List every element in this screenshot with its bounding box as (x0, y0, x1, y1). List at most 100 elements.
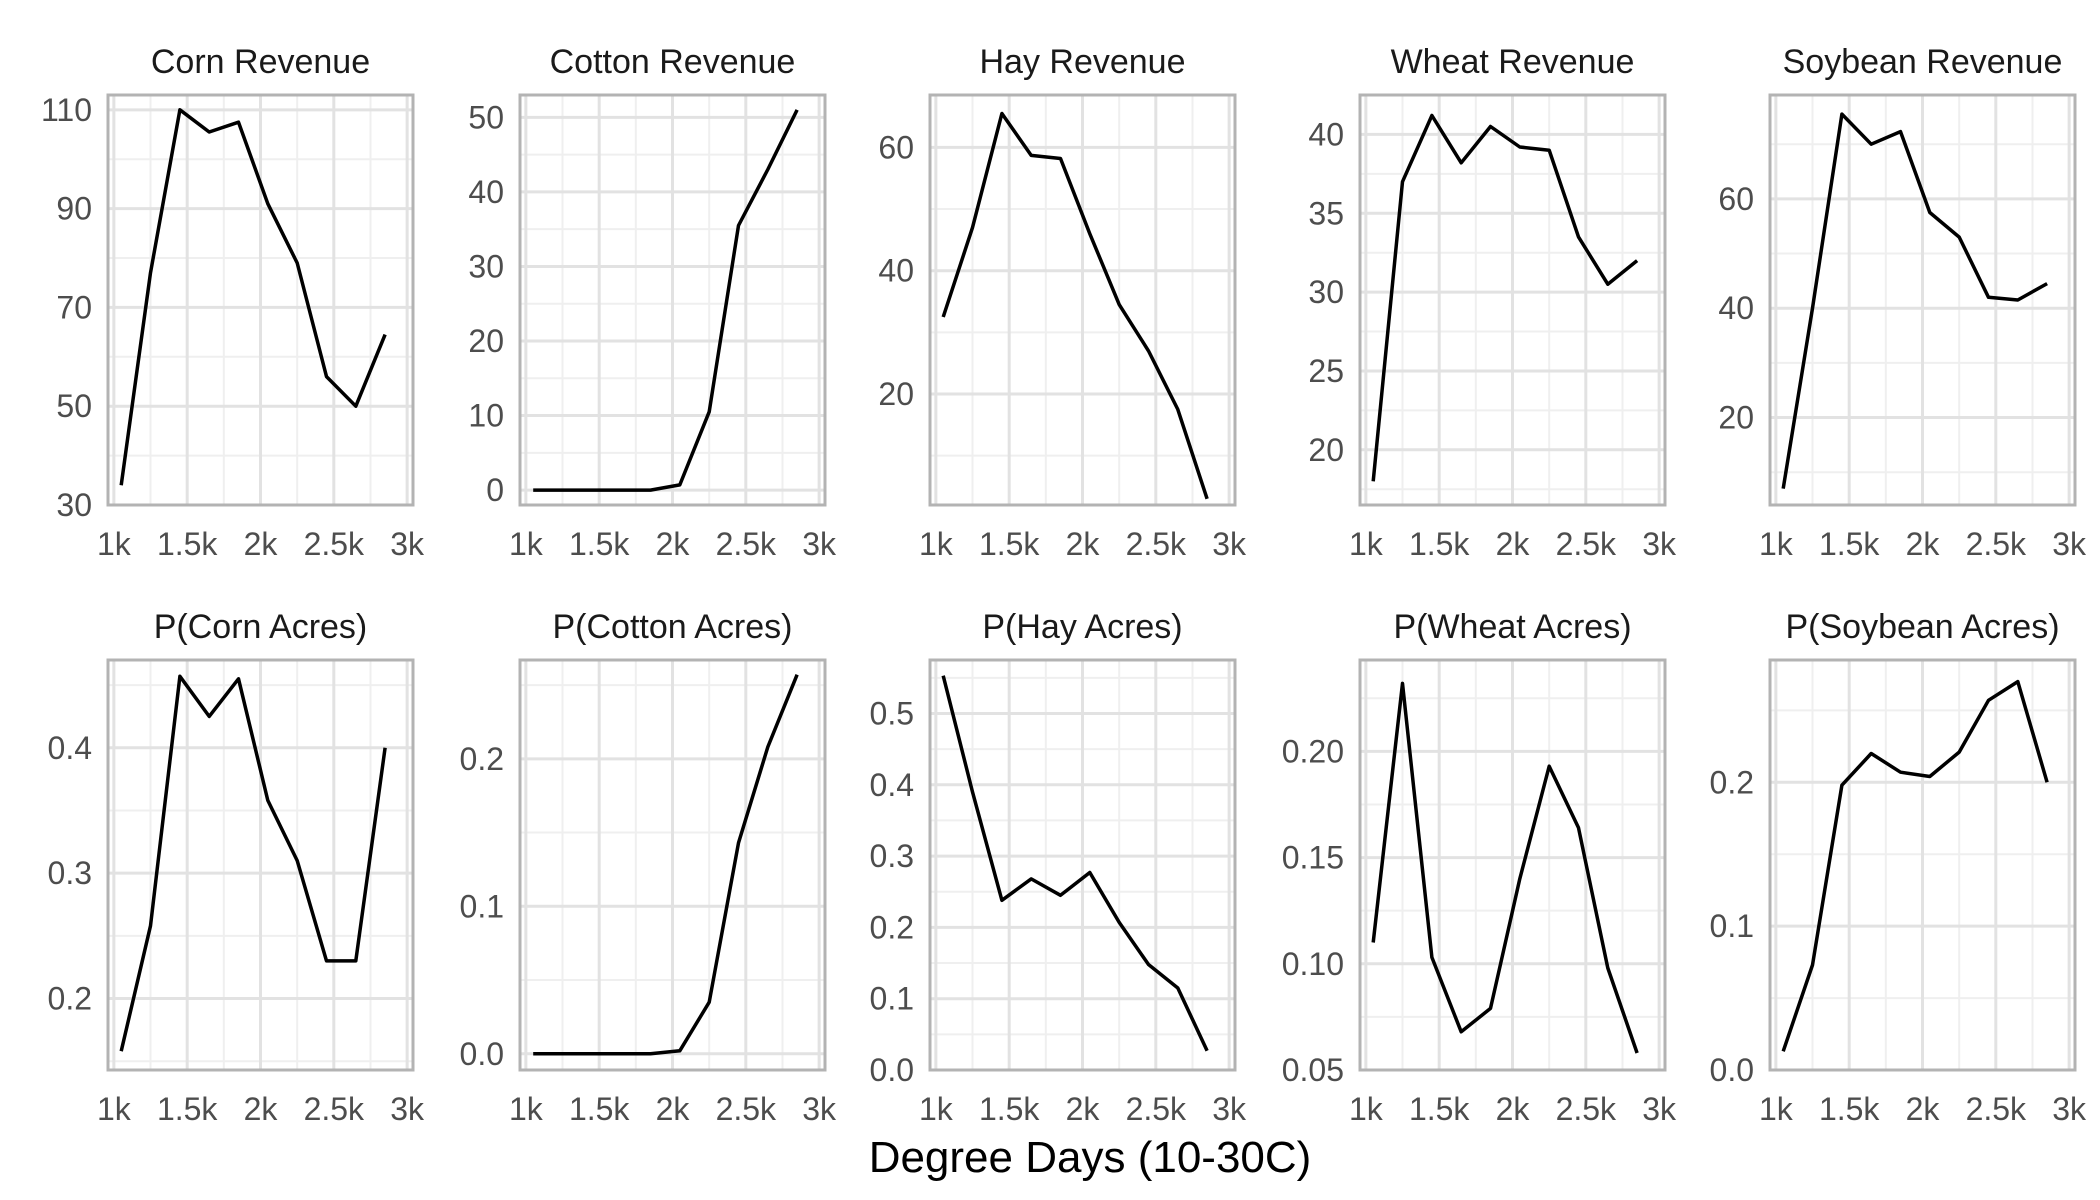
panel-title: Soybean Revenue (1783, 43, 2063, 81)
y-tick-label: 20 (1718, 400, 1754, 436)
y-tick-label: 30 (56, 487, 92, 523)
panel-border (518, 93, 827, 507)
x-tick-label: 1k (919, 1091, 954, 1127)
panel-border (1358, 93, 1667, 507)
x-tick-label: 3k (802, 526, 837, 562)
panel-hay-revenue: Hay Revenue 1k 1.5k 2k 2.5k 3k 20 40 60 (878, 43, 1247, 562)
panel-border (106, 658, 415, 1072)
panel-title: P(Soybean Acres) (1785, 608, 2059, 646)
x-tick-label: 1.5k (979, 1091, 1040, 1127)
panel-p-cotton-acres: P(Cotton Acres) 1k 1.5k 2k 2.5k 3k 0.0 0.1 0.2 (460, 608, 838, 1127)
x-tick-label: 2k (1906, 526, 1941, 562)
x-tick-label: 1.5k (569, 1091, 630, 1127)
panel-border (1358, 658, 1667, 1072)
x-tick-label: 3k (1642, 1091, 1677, 1127)
x-tick-label: 2.5k (304, 526, 365, 562)
x-tick-label: 1k (1349, 526, 1384, 562)
x-tick-label: 2k (1066, 526, 1101, 562)
y-tick-label: 50 (56, 388, 92, 424)
x-tick-label: 3k (390, 1091, 425, 1127)
x-tick-label: 2k (244, 1091, 279, 1127)
x-tick-label: 1.5k (157, 526, 218, 562)
x-tick-label: 2.5k (1556, 526, 1617, 562)
y-tick-label: 35 (1308, 195, 1344, 231)
y-tick-label: 60 (878, 129, 914, 165)
x-tick-label: 3k (1212, 1091, 1247, 1127)
x-tick-label: 3k (802, 1091, 837, 1127)
panel-p-hay-acres: P(Hay Acres) 1k 1.5k 2k 2.5k 3k 0.0 0.1 0.2 0.3 0.… (870, 608, 1248, 1127)
x-tick-label: 2.5k (1966, 1091, 2027, 1127)
y-tick-label: 50 (468, 99, 504, 135)
x-tick-label: 1k (1759, 526, 1794, 562)
y-tick-label: 40 (1308, 116, 1344, 152)
y-tick-label: 0.0 (870, 1052, 914, 1088)
series-line-wheat-revenue (1371, 113, 1639, 482)
panel-title: P(Corn Acres) (154, 608, 368, 646)
series-line-p-cotton-acres (533, 674, 799, 1056)
x-tick-label: 2k (656, 1091, 691, 1127)
x-tick-label: 3k (390, 526, 425, 562)
x-tick-label: 1.5k (1409, 526, 1470, 562)
y-tick-label: 0.3 (48, 855, 92, 891)
panel-soybean-revenue: Soybean Revenue 1k 1.5k 2k 2.5k 3k 20 40 60 (1718, 43, 2087, 562)
panel-border (928, 658, 1237, 1072)
series-line-hay-revenue (941, 111, 1209, 500)
x-tick-label: 1.5k (569, 526, 630, 562)
x-tick-label: 3k (2052, 1091, 2087, 1127)
x-tick-label: 2.5k (1126, 1091, 1187, 1127)
panel-cotton-revenue: Cotton Revenue 1k 1.5k 2k 2.5k 3k 0 10 20 30 40 50 (468, 43, 837, 562)
x-tick-label: 1k (919, 526, 954, 562)
y-tick-label: 20 (1308, 432, 1344, 468)
panel-p-wheat-acres: P(Wheat Acres) 1k 1.5k 2k 2.5k 3k 0.05 0.10 0.15… (1282, 608, 1677, 1127)
y-tick-label: 0.1 (460, 888, 504, 924)
x-tick-label: 1k (509, 526, 544, 562)
y-tick-label: 0.1 (870, 981, 914, 1017)
y-tick-label: 0 (486, 472, 504, 508)
x-tick-label: 2.5k (1966, 526, 2027, 562)
x-tick-label: 2k (1496, 1091, 1531, 1127)
y-tick-label: 40 (1718, 290, 1754, 326)
x-tick-label: 1k (1349, 1091, 1384, 1127)
series-line-p-wheat-acres (1371, 681, 1639, 1054)
x-tick-label: 2.5k (716, 526, 777, 562)
y-tick-label: 0.2 (48, 981, 92, 1017)
y-tick-label: 0.5 (870, 695, 914, 731)
x-tick-label: 1.5k (157, 1091, 218, 1127)
x-tick-label: 2.5k (716, 1091, 777, 1127)
x-axis-label: Degree Days (10-30C) (869, 1133, 1312, 1182)
y-tick-label: 0.4 (48, 730, 92, 766)
panel-title: P(Wheat Acres) (1393, 608, 1631, 646)
x-tick-label: 2.5k (1556, 1091, 1617, 1127)
panel-title: Corn Revenue (151, 43, 370, 81)
x-tick-label: 1.5k (1409, 1091, 1470, 1127)
x-tick-label: 1.5k (1819, 526, 1880, 562)
panel-border (928, 93, 1237, 507)
x-tick-label: 1k (97, 1091, 132, 1127)
y-tick-label: 0.0 (1710, 1052, 1754, 1088)
y-tick-label: 30 (1308, 274, 1344, 310)
y-tick-label: 0.0 (460, 1036, 504, 1072)
x-tick-label: 2k (244, 526, 279, 562)
y-tick-label: 0.15 (1282, 840, 1344, 876)
x-tick-label: 1k (1759, 1091, 1794, 1127)
series-line-soybean-revenue (1781, 112, 2048, 489)
x-tick-label: 2k (1496, 526, 1531, 562)
y-tick-label: 0.05 (1282, 1052, 1344, 1088)
y-tick-label: 110 (41, 92, 92, 128)
y-tick-label: 40 (878, 253, 914, 289)
panel-title: P(Hay Acres) (982, 608, 1182, 646)
panel-wheat-revenue: Wheat Revenue 1k 1.5k 2k 2.5k 3k 20 25 30 35 40 (1308, 43, 1677, 562)
x-tick-label: 1k (509, 1091, 544, 1127)
panel-title: Hay Revenue (979, 43, 1185, 81)
y-tick-label: 0.2 (870, 909, 914, 945)
x-tick-label: 3k (1642, 526, 1677, 562)
panel-title: Wheat Revenue (1391, 43, 1635, 81)
x-tick-label: 1.5k (979, 526, 1040, 562)
x-tick-label: 1.5k (1819, 1091, 1880, 1127)
series-line-p-hay-acres (941, 675, 1209, 1052)
y-tick-label: 0.1 (1710, 908, 1754, 944)
panel-border (1768, 93, 2077, 507)
series-line-cotton-revenue (533, 109, 799, 492)
x-tick-label: 2k (1066, 1091, 1101, 1127)
